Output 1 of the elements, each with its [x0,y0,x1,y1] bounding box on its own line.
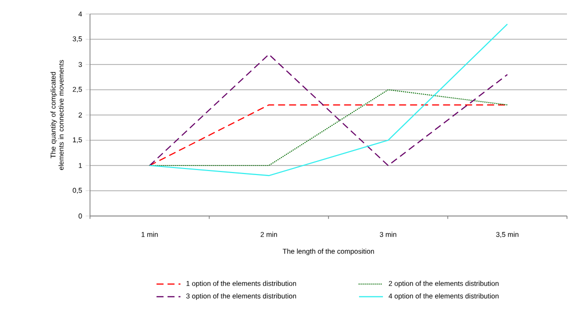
line-series [149,24,508,176]
